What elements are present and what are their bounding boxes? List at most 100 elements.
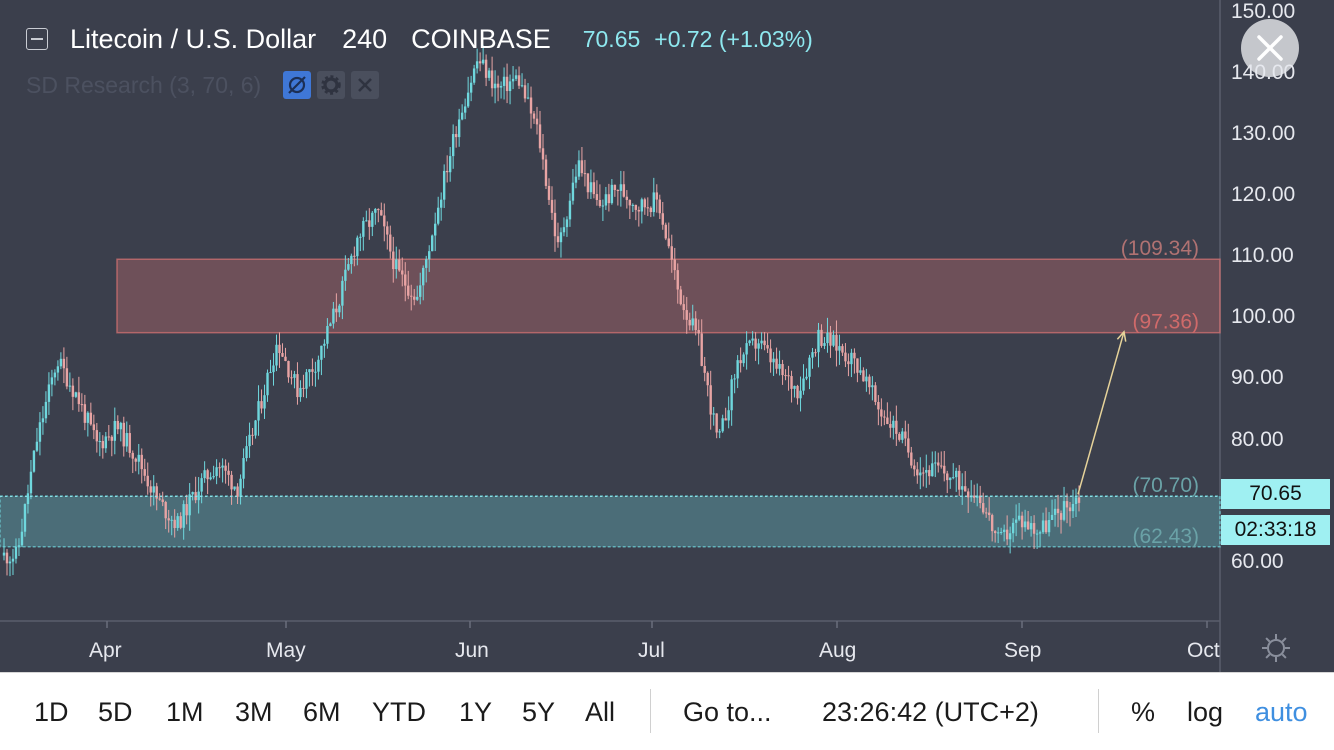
candle (568, 193, 572, 227)
candle (607, 183, 611, 212)
indicator-settings-icon[interactable] (317, 71, 346, 99)
price-tick: 100.00 (1231, 305, 1296, 328)
candle (646, 197, 650, 217)
symbol-legend: Litecoin / U.S. Dollar 240 COINBASE 70.6… (26, 20, 813, 58)
range-1m-button[interactable]: 1M (166, 697, 204, 727)
candle (451, 124, 455, 169)
candle (778, 350, 781, 376)
candle (835, 320, 838, 367)
supply-zone-lower-label: (97.36) (1132, 311, 1199, 334)
range-5y-button[interactable]: 5Y (522, 697, 556, 727)
candle (748, 339, 751, 346)
candle (847, 353, 850, 377)
candle (967, 488, 970, 513)
log-scale-toggle[interactable]: log (1187, 697, 1224, 727)
candle (38, 412, 42, 456)
candle (164, 500, 167, 530)
candle (577, 150, 581, 180)
candle (478, 52, 482, 72)
candle (248, 422, 251, 458)
candle (766, 333, 769, 354)
candle (374, 207, 377, 225)
candle (532, 110, 536, 124)
candle (224, 459, 227, 484)
range-1y-button[interactable]: 1Y (459, 697, 493, 727)
candle (604, 186, 608, 210)
candle (8, 556, 12, 577)
range-3m-button[interactable]: 3M (235, 697, 273, 727)
projection-arrow[interactable] (1077, 331, 1125, 495)
candle (907, 423, 910, 458)
candle (95, 422, 99, 453)
hide-indicator-icon[interactable] (283, 71, 312, 99)
candle (562, 217, 566, 237)
candle (317, 355, 320, 380)
candle (167, 509, 170, 533)
candle (326, 318, 329, 349)
chart-settings-icon[interactable] (1262, 634, 1290, 662)
candle (667, 222, 670, 249)
price-chart[interactable]: (109.34) (97.36) (70.70) (62.43) (0, 0, 1334, 672)
candle (984, 507, 988, 518)
candle (1038, 530, 1042, 548)
auto-scale-toggle[interactable]: auto (1255, 697, 1308, 727)
candle (26, 484, 30, 514)
candle (910, 446, 913, 469)
candle (404, 262, 407, 302)
candle (682, 295, 685, 320)
candle (356, 235, 359, 266)
candle (1002, 524, 1006, 542)
range-all-button[interactable]: All (585, 697, 616, 727)
close-chart-button[interactable] (1241, 19, 1299, 77)
candle (1014, 504, 1018, 537)
indicator-label[interactable]: SD Research (3, 70, 6) (26, 71, 262, 98)
candle (724, 407, 727, 421)
candle (652, 177, 655, 217)
candle (853, 348, 856, 374)
candle (41, 406, 45, 435)
candle (643, 197, 647, 215)
range-6m-button[interactable]: 6M (303, 697, 341, 727)
supply-zone[interactable] (116, 258, 1221, 334)
collapse-legend-icon[interactable] (26, 28, 48, 50)
candle (1017, 502, 1021, 522)
candle (161, 491, 164, 507)
candle (146, 462, 149, 495)
range-1d-button[interactable]: 1D (34, 697, 69, 727)
candle (865, 368, 868, 392)
candle (80, 393, 84, 412)
candle (661, 201, 664, 230)
candle (889, 411, 892, 438)
interval-label[interactable]: 240 (342, 23, 388, 54)
candle (137, 443, 140, 475)
candle (341, 276, 344, 320)
candle (709, 370, 712, 430)
price-tick: 60.00 (1231, 550, 1284, 573)
exchange-label: COINBASE (411, 23, 551, 54)
candle (380, 202, 383, 216)
chart-area[interactable]: (109.34) (97.36) (70.70) (62.43) Litecoin /… (0, 0, 1334, 672)
candle (185, 494, 188, 525)
remove-indicator-icon[interactable] (351, 71, 380, 99)
candle (838, 334, 841, 365)
candle (844, 343, 847, 368)
candle (416, 285, 419, 301)
candle (278, 332, 281, 368)
goto-date-button[interactable]: Go to... (683, 697, 772, 727)
symbol-name[interactable]: Litecoin / U.S. Dollar (70, 23, 317, 54)
timezone-clock[interactable]: 23:26:42 (UTC+2) (822, 697, 1039, 727)
range-5d-button[interactable]: 5D (98, 697, 133, 727)
candle (74, 391, 78, 399)
candle (131, 450, 134, 474)
candle (1032, 515, 1036, 550)
percent-scale-toggle[interactable]: % (1131, 697, 1156, 727)
candle (218, 462, 221, 478)
range-ytd-button[interactable]: YTD (372, 697, 426, 727)
candle (68, 372, 72, 392)
candle (993, 530, 997, 543)
candle (1005, 515, 1009, 546)
candle (981, 492, 985, 515)
candle (1071, 489, 1075, 519)
candle (200, 473, 203, 504)
candle (92, 414, 96, 440)
